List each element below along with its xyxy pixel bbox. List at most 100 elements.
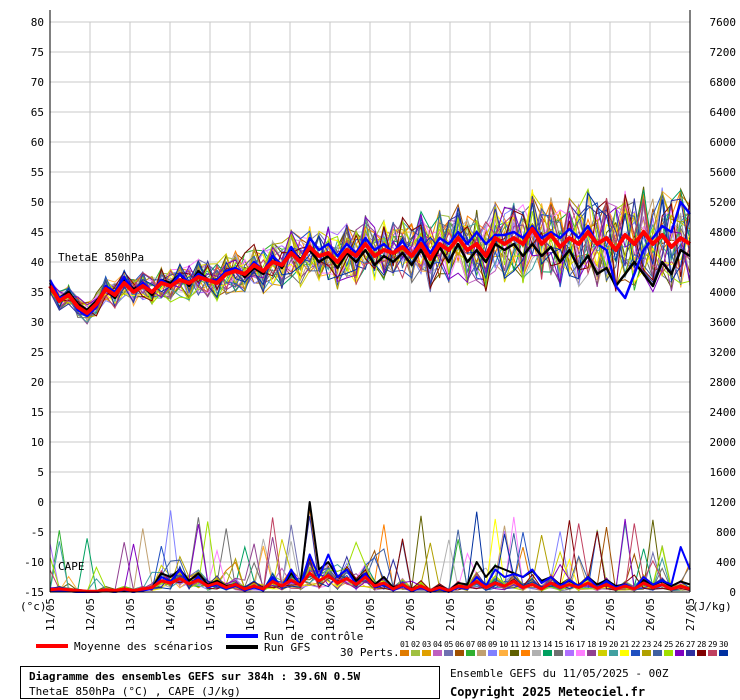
right-tick-label: 2400 [710,406,737,419]
right-tick-label: 5600 [710,166,737,179]
pert-swatch [411,650,420,656]
pert-number: 16 [565,640,575,649]
right-tick-label: 400 [716,556,736,569]
left-tick-label: 60 [31,136,44,149]
pert-swatch [675,650,684,656]
pert-number: 04 [433,640,443,649]
pert-swatch [653,650,662,656]
x-tick-label: 22/05 [484,598,497,631]
info-box: Diagramme des ensembles GEFS sur 384h : … [20,666,440,699]
pert-swatch [455,650,464,656]
pert-swatch [499,650,508,656]
pert-number: 19 [598,640,608,649]
left-axis-unit: (°c) [20,600,47,613]
pert-number: 14 [543,640,553,649]
right-tick-label: 3200 [710,346,737,359]
perturbation-line [49,206,691,306]
pert-number: 30 [719,640,729,649]
control-legend-swatch [226,634,258,638]
gfs-legend-swatch [226,645,258,649]
x-tick-label: 14/05 [164,598,177,631]
pert-swatch [433,650,442,656]
pert-swatch [598,650,607,656]
pert-swatch [521,650,530,656]
pert-number: 01 [400,640,410,649]
mean-legend-label: Moyenne des scénarios [74,640,214,653]
left-tick-label: 40 [31,256,44,269]
chart-subtitle: ThetaE 850hPa (°C) , CAPE (J/kg) [29,685,241,698]
right-tick-label: 4000 [710,286,737,299]
right-tick-label: 2800 [710,376,737,389]
pert-number: 23 [642,640,652,649]
chart-grid [49,21,691,593]
x-tick-label: 23/05 [524,598,537,631]
left-tick-label: -10 [24,556,44,569]
run-info: Ensemble GEFS du 11/05/2025 - 00Z [450,667,669,680]
right-tick-label: 7600 [710,16,737,29]
pert-swatch [554,650,563,656]
pert-swatch [532,650,541,656]
left-tick-label: 10 [31,436,44,449]
perts-label: 30 Perts. [340,646,400,659]
left-tick-label: 65 [31,106,44,119]
pert-swatch [543,650,552,656]
pert-number: 22 [631,640,641,649]
x-tick-label: 12/05 [84,598,97,631]
pert-number: 12 [521,640,531,649]
pert-number: 28 [697,640,707,649]
pert-number: 24 [653,640,663,649]
right-tick-label: 3600 [710,316,737,329]
gfs-legend-label: Run GFS [264,641,311,654]
theta-panel-label: ThetaE 850hPa [58,251,144,264]
control-legend-label: Run de contrôle [264,630,364,643]
pert-swatch [609,650,618,656]
x-tick-label: 13/05 [124,598,137,631]
pert-number: 15 [554,640,564,649]
pert-swatch [565,650,574,656]
x-tick-label: 26/05 [644,598,657,631]
pert-swatch [664,650,673,656]
pert-number: 07 [466,640,476,649]
pert-number: 06 [455,640,465,649]
mean-legend-swatch [36,644,68,648]
right-tick-label: 1200 [710,496,737,509]
pert-swatch [400,650,409,656]
pert-number: 08 [477,640,487,649]
left-tick-label: 15 [31,406,44,419]
x-tick-label: 24/05 [564,598,577,631]
left-tick-label: 70 [31,76,44,89]
right-tick-label: 7200 [710,46,737,59]
pert-swatch [422,650,431,656]
pert-number: 20 [609,640,619,649]
pert-swatch [477,650,486,656]
x-tick-label: 19/05 [364,598,377,631]
pert-number: 13 [532,640,542,649]
pert-number: 11 [510,640,520,649]
pert-swatch [708,650,717,656]
pert-number: 10 [499,640,509,649]
pert-number: 03 [422,640,432,649]
right-tick-label: 2000 [710,436,737,449]
pert-swatch [488,650,497,656]
left-tick-label: 0 [37,496,44,509]
left-tick-label: 35 [31,286,44,299]
pert-number: 05 [444,640,454,649]
left-tick-label: -5 [31,526,44,539]
right-axis-unit: (J/kg) [692,600,732,613]
copyright: Copyright 2025 Meteociel.fr [450,685,646,699]
cape-panel-label: CAPE [58,560,85,573]
left-tick-label: 45 [31,226,44,239]
right-tick-label: 6000 [710,136,737,149]
main-series-lines [48,200,692,593]
right-tick-label: 5200 [710,196,737,209]
mean-cape-line [49,571,691,593]
left-tick-label: 20 [31,376,44,389]
pert-number: 09 [488,640,498,649]
pert-swatch [620,650,629,656]
right-tick-label: 800 [716,526,736,539]
pert-swatch [466,650,475,656]
pert-swatch [686,650,695,656]
left-tick-label: 50 [31,196,44,209]
pert-swatch [576,650,585,656]
